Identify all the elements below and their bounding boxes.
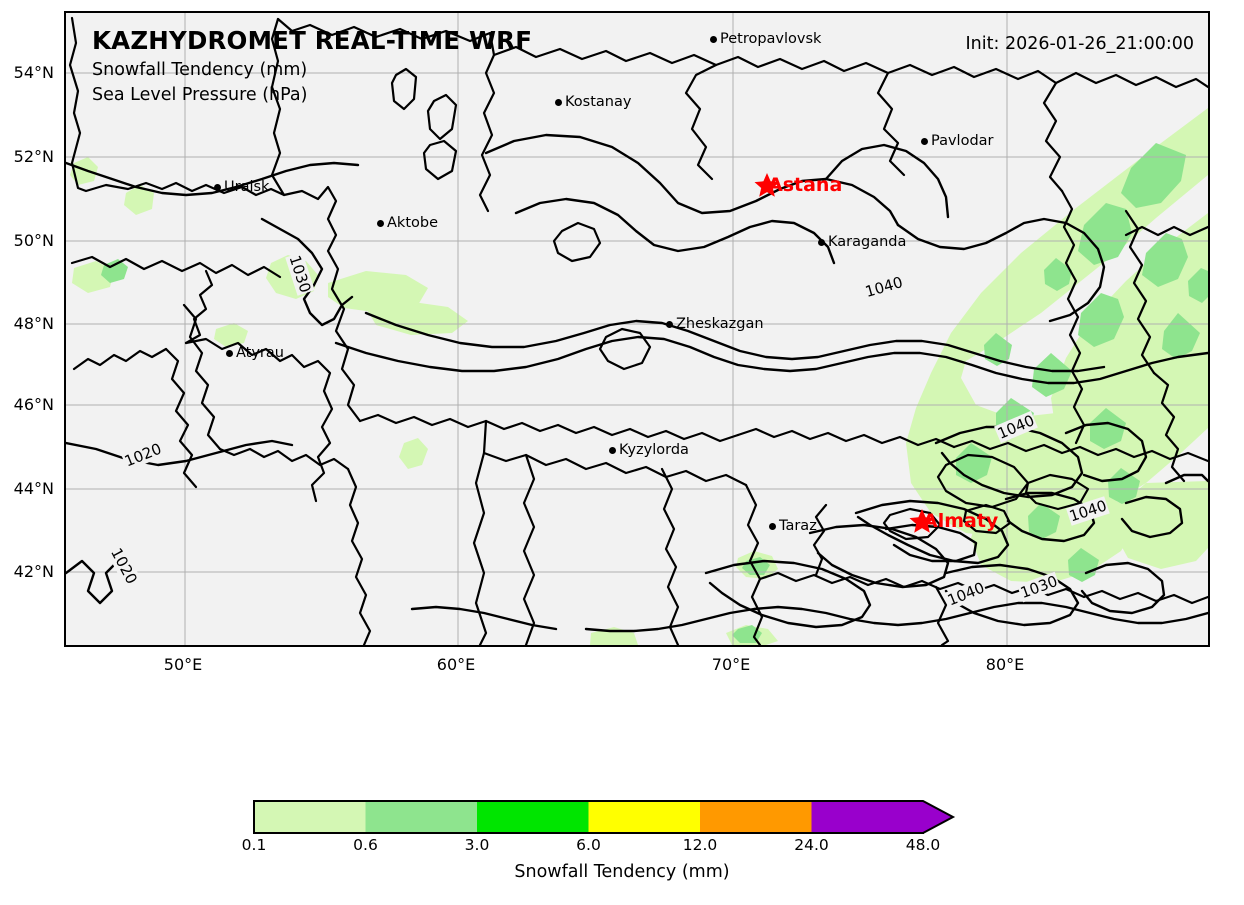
subtitle-pressure: Sea Level Pressure (hPa): [92, 85, 308, 105]
page-title: KAZHYDROMET REAL-TIME WRF: [92, 26, 533, 55]
lat-tick-50: 50°N: [13, 231, 54, 250]
colorbar-tick-label-5: 24.0: [794, 836, 829, 854]
pressure-contours: [66, 133, 1208, 633]
colorbar-segment-5: [811, 801, 953, 833]
lat-tick-52: 52°N: [13, 147, 54, 166]
colorbar-segment-2: [477, 801, 589, 833]
colorbar-segment-1: [365, 801, 477, 833]
colorbar-tick-label-4: 12.0: [682, 836, 718, 854]
colorbar-segment-3: [588, 801, 700, 833]
colorbar-tick-label-1: 0.6: [353, 836, 378, 854]
colorbar-tick-label-2: 3.0: [464, 836, 490, 854]
colorbar-tick-label-3: 6.0: [576, 836, 601, 854]
lon-tick-80: 80°E: [985, 655, 1025, 674]
lon-tick-70: 70°E: [711, 655, 751, 674]
colorbar-swatches[interactable]: [253, 800, 991, 834]
colorbar-segment-4: [700, 801, 812, 833]
lon-tick-60: 60°E: [436, 655, 476, 674]
lat-tick-48: 48°N: [13, 314, 54, 333]
colorbar-segment-0: [254, 801, 366, 833]
map-canvas: [66, 13, 1208, 645]
colorbar-title: Snowfall Tendency (mm): [514, 862, 730, 882]
subtitle-snowfall: Snowfall Tendency (mm): [92, 60, 308, 80]
colorbar-outline: [253, 800, 956, 834]
map-panel[interactable]: KAZHYDROMET REAL-TIME WRF Snowfall Tende…: [64, 11, 1210, 647]
lat-tick-46: 46°N: [13, 395, 54, 414]
lon-tick-50: 50°E: [163, 655, 203, 674]
country-borders: [68, 16, 1208, 645]
snowfall-fill-level-1: [101, 143, 1208, 643]
colorbar-tick-label-0: 0.1: [241, 836, 267, 854]
lat-tick-54: 54°N: [13, 63, 54, 82]
colorbar[interactable]: 0.1 0.6 3.0 6.0 12.0 24.0 48.0: [242, 800, 991, 854]
lat-tick-44: 44°N: [13, 479, 54, 498]
lat-tick-42: 42°N: [13, 562, 54, 581]
colorbar-tick-label-6: 48.0: [905, 836, 941, 854]
init-time-label: Init: 2026-01-26_21:00:00: [965, 34, 1194, 54]
